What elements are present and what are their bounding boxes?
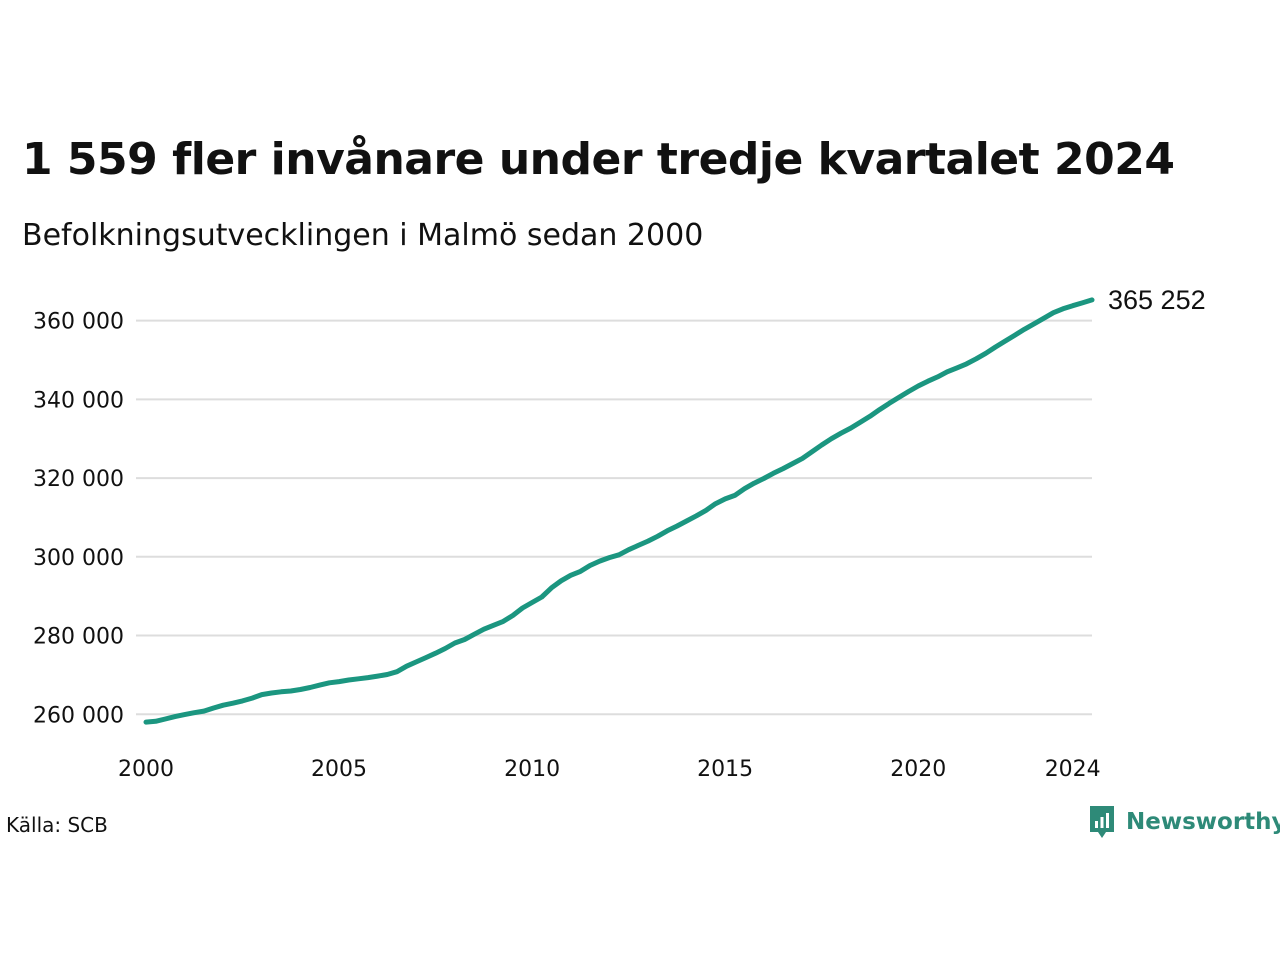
x-tick-label: 2005 xyxy=(311,757,367,782)
gridlines xyxy=(136,319,1092,716)
brand-name: Newsworthy xyxy=(1126,809,1280,835)
y-tick-label: 340 000 xyxy=(33,388,124,413)
brand-logo: Newsworthy xyxy=(1088,804,1280,840)
end-value-label: 365 252 xyxy=(1108,285,1206,315)
x-tick-label: 2020 xyxy=(890,757,946,782)
y-axis-tick-labels: 260 000 280 000 300 000 320 000 340 000 360 0… xyxy=(33,310,124,729)
x-axis-tick-labels: 2000 2005 2010 2015 2020 2024 xyxy=(118,757,1101,782)
y-tick-label: 320 000 xyxy=(33,467,124,492)
y-tick-label: 300 000 xyxy=(33,546,124,571)
y-tick-label: 260 000 xyxy=(33,703,124,728)
x-tick-label: 2000 xyxy=(118,757,174,782)
chart-subtitle: Befolkningsutvecklingen i Malmö sedan 20… xyxy=(22,218,704,253)
x-tick-label: 2015 xyxy=(697,757,753,782)
x-tick-label: 2024 xyxy=(1045,757,1101,782)
chart-title: 1 559 fler invånare under tredje kvartal… xyxy=(22,134,1175,185)
y-tick-label: 360 000 xyxy=(33,310,124,335)
y-tick-label: 280 000 xyxy=(33,625,124,650)
series-layer xyxy=(143,297,1095,725)
bar-chart-speech-bubble-icon xyxy=(1090,806,1114,838)
x-tick-label: 2010 xyxy=(504,757,560,782)
series-line xyxy=(143,297,1095,725)
source-note: Källa: SCB xyxy=(6,813,108,837)
